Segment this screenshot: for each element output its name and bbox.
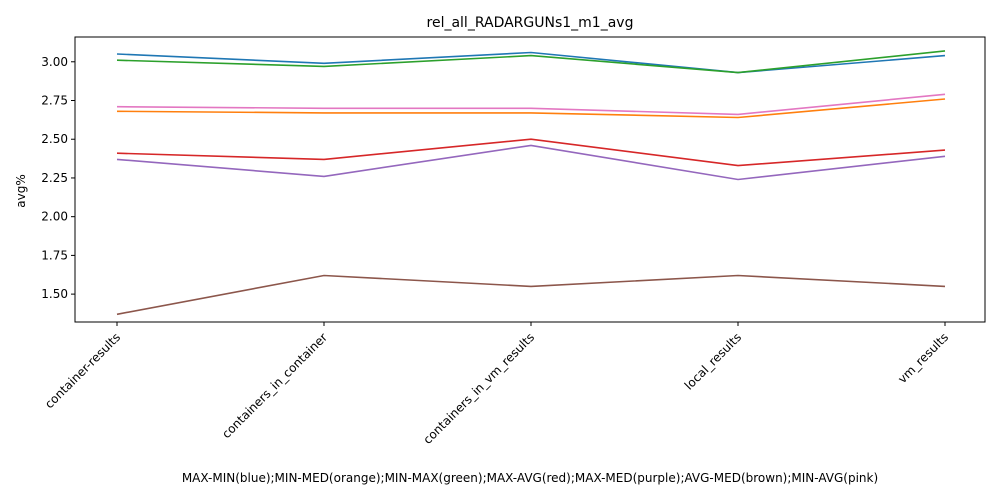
y-tick-label: 2.25 bbox=[41, 171, 68, 185]
y-tick-label: 3.00 bbox=[41, 55, 68, 69]
y-axis-label: avg% bbox=[14, 174, 28, 207]
y-tick-label: 1.50 bbox=[41, 287, 68, 301]
y-tick-label: 2.50 bbox=[41, 132, 68, 146]
y-tick-label: 2.75 bbox=[41, 94, 68, 108]
y-tick-label: 2.00 bbox=[41, 210, 68, 224]
x-axis-label: MAX-MIN(blue);MIN-MED(orange);MIN-MAX(gr… bbox=[182, 471, 878, 485]
y-tick-label: 1.75 bbox=[41, 248, 68, 262]
chart-title: rel_all_RADARGUNs1_m1_avg bbox=[427, 15, 634, 31]
